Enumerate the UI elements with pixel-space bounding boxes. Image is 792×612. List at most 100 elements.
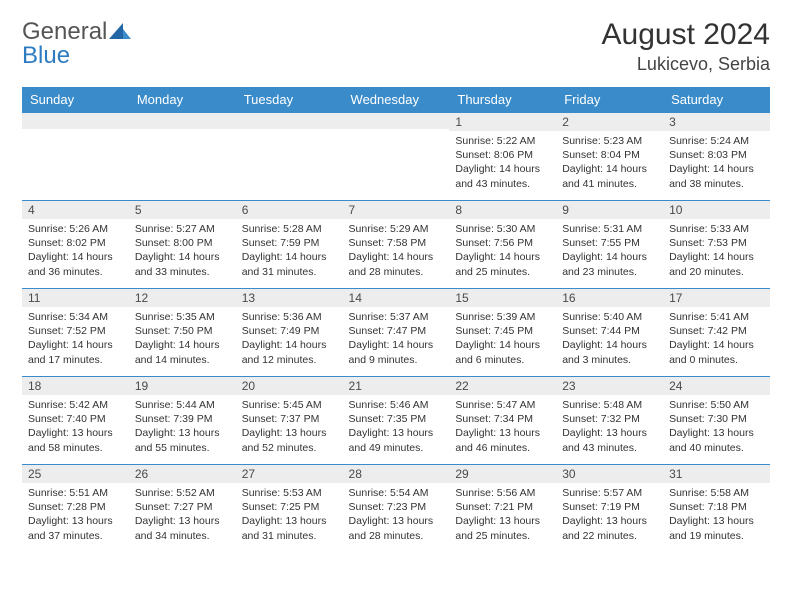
day-number: 20 — [236, 376, 343, 395]
day-data: Sunrise: 5:48 AMSunset: 7:32 PMDaylight:… — [556, 395, 663, 459]
daylight-text: Daylight: 14 hours and 23 minutes. — [562, 250, 657, 278]
daylight-text: Daylight: 14 hours and 0 minutes. — [669, 338, 764, 366]
weekday-header: Wednesday — [343, 87, 450, 112]
day-number: 11 — [22, 288, 129, 307]
sunrise-text: Sunrise: 5:40 AM — [562, 310, 657, 324]
daylight-text: Daylight: 13 hours and 25 minutes. — [455, 514, 550, 542]
calendar-cell: 3Sunrise: 5:24 AMSunset: 8:03 PMDaylight… — [663, 112, 770, 200]
day-number: 6 — [236, 200, 343, 219]
day-number: 29 — [449, 464, 556, 483]
daylight-text: Daylight: 13 hours and 19 minutes. — [669, 514, 764, 542]
daylight-text: Daylight: 13 hours and 52 minutes. — [242, 426, 337, 454]
day-data: Sunrise: 5:54 AMSunset: 7:23 PMDaylight:… — [343, 483, 450, 547]
day-data: Sunrise: 5:35 AMSunset: 7:50 PMDaylight:… — [129, 307, 236, 371]
day-data: Sunrise: 5:44 AMSunset: 7:39 PMDaylight:… — [129, 395, 236, 459]
daylight-text: Daylight: 14 hours and 20 minutes. — [669, 250, 764, 278]
day-number: 28 — [343, 464, 450, 483]
calendar-cell: 19Sunrise: 5:44 AMSunset: 7:39 PMDayligh… — [129, 376, 236, 464]
day-number — [236, 112, 343, 129]
calendar-cell: 4Sunrise: 5:26 AMSunset: 8:02 PMDaylight… — [22, 200, 129, 288]
sunset-text: Sunset: 8:02 PM — [28, 236, 123, 250]
day-number: 18 — [22, 376, 129, 395]
calendar-cell: 28Sunrise: 5:54 AMSunset: 7:23 PMDayligh… — [343, 464, 450, 552]
sunset-text: Sunset: 7:27 PM — [135, 500, 230, 514]
logo-text: General Blue — [22, 18, 131, 68]
day-number: 24 — [663, 376, 770, 395]
daylight-text: Daylight: 14 hours and 31 minutes. — [242, 250, 337, 278]
sunset-text: Sunset: 7:23 PM — [349, 500, 444, 514]
sunset-text: Sunset: 7:42 PM — [669, 324, 764, 338]
sunrise-text: Sunrise: 5:31 AM — [562, 222, 657, 236]
day-number: 31 — [663, 464, 770, 483]
day-number: 14 — [343, 288, 450, 307]
calendar-cell: 12Sunrise: 5:35 AMSunset: 7:50 PMDayligh… — [129, 288, 236, 376]
sunrise-text: Sunrise: 5:33 AM — [669, 222, 764, 236]
daylight-text: Daylight: 14 hours and 3 minutes. — [562, 338, 657, 366]
day-data: Sunrise: 5:57 AMSunset: 7:19 PMDaylight:… — [556, 483, 663, 547]
calendar-cell — [129, 112, 236, 200]
day-number: 5 — [129, 200, 236, 219]
day-data: Sunrise: 5:46 AMSunset: 7:35 PMDaylight:… — [343, 395, 450, 459]
sunset-text: Sunset: 7:28 PM — [28, 500, 123, 514]
day-data: Sunrise: 5:40 AMSunset: 7:44 PMDaylight:… — [556, 307, 663, 371]
sunrise-text: Sunrise: 5:48 AM — [562, 398, 657, 412]
calendar-cell: 21Sunrise: 5:46 AMSunset: 7:35 PMDayligh… — [343, 376, 450, 464]
day-number: 26 — [129, 464, 236, 483]
day-data: Sunrise: 5:23 AMSunset: 8:04 PMDaylight:… — [556, 131, 663, 195]
day-data: Sunrise: 5:27 AMSunset: 8:00 PMDaylight:… — [129, 219, 236, 283]
day-number — [343, 112, 450, 129]
sunset-text: Sunset: 7:40 PM — [28, 412, 123, 426]
daylight-text: Daylight: 13 hours and 46 minutes. — [455, 426, 550, 454]
calendar-table: Sunday Monday Tuesday Wednesday Thursday… — [22, 87, 770, 552]
daylight-text: Daylight: 14 hours and 43 minutes. — [455, 162, 550, 190]
sunset-text: Sunset: 8:06 PM — [455, 148, 550, 162]
sunset-text: Sunset: 7:18 PM — [669, 500, 764, 514]
sunrise-text: Sunrise: 5:58 AM — [669, 486, 764, 500]
sunset-text: Sunset: 7:56 PM — [455, 236, 550, 250]
calendar-cell: 8Sunrise: 5:30 AMSunset: 7:56 PMDaylight… — [449, 200, 556, 288]
daylight-text: Daylight: 13 hours and 49 minutes. — [349, 426, 444, 454]
sunrise-text: Sunrise: 5:34 AM — [28, 310, 123, 324]
calendar-cell: 18Sunrise: 5:42 AMSunset: 7:40 PMDayligh… — [22, 376, 129, 464]
sunrise-text: Sunrise: 5:26 AM — [28, 222, 123, 236]
sunset-text: Sunset: 7:58 PM — [349, 236, 444, 250]
day-data: Sunrise: 5:53 AMSunset: 7:25 PMDaylight:… — [236, 483, 343, 547]
day-data: Sunrise: 5:37 AMSunset: 7:47 PMDaylight:… — [343, 307, 450, 371]
day-data: Sunrise: 5:56 AMSunset: 7:21 PMDaylight:… — [449, 483, 556, 547]
day-data: Sunrise: 5:26 AMSunset: 8:02 PMDaylight:… — [22, 219, 129, 283]
sunrise-text: Sunrise: 5:29 AM — [349, 222, 444, 236]
calendar-row: 1Sunrise: 5:22 AMSunset: 8:06 PMDaylight… — [22, 112, 770, 200]
title-block: August 2024 Lukicevo, Serbia — [602, 18, 770, 75]
calendar-cell: 25Sunrise: 5:51 AMSunset: 7:28 PMDayligh… — [22, 464, 129, 552]
day-number: 10 — [663, 200, 770, 219]
calendar-cell: 14Sunrise: 5:37 AMSunset: 7:47 PMDayligh… — [343, 288, 450, 376]
sunset-text: Sunset: 7:19 PM — [562, 500, 657, 514]
sunset-text: Sunset: 7:35 PM — [349, 412, 444, 426]
day-number: 3 — [663, 112, 770, 131]
day-data: Sunrise: 5:33 AMSunset: 7:53 PMDaylight:… — [663, 219, 770, 283]
sunrise-text: Sunrise: 5:22 AM — [455, 134, 550, 148]
logo-line1: General — [22, 18, 107, 45]
sail-icon — [109, 20, 131, 44]
calendar-cell: 29Sunrise: 5:56 AMSunset: 7:21 PMDayligh… — [449, 464, 556, 552]
sunrise-text: Sunrise: 5:36 AM — [242, 310, 337, 324]
sunset-text: Sunset: 7:47 PM — [349, 324, 444, 338]
daylight-text: Daylight: 14 hours and 38 minutes. — [669, 162, 764, 190]
day-number: 22 — [449, 376, 556, 395]
calendar-cell: 6Sunrise: 5:28 AMSunset: 7:59 PMDaylight… — [236, 200, 343, 288]
logo: General Blue — [22, 18, 131, 68]
day-number: 17 — [663, 288, 770, 307]
sunset-text: Sunset: 7:53 PM — [669, 236, 764, 250]
sunrise-text: Sunrise: 5:23 AM — [562, 134, 657, 148]
day-number: 19 — [129, 376, 236, 395]
weekday-header: Monday — [129, 87, 236, 112]
daylight-text: Daylight: 14 hours and 14 minutes. — [135, 338, 230, 366]
daylight-text: Daylight: 14 hours and 36 minutes. — [28, 250, 123, 278]
day-number: 1 — [449, 112, 556, 131]
day-number: 13 — [236, 288, 343, 307]
day-number: 30 — [556, 464, 663, 483]
day-number — [129, 112, 236, 129]
sunrise-text: Sunrise: 5:28 AM — [242, 222, 337, 236]
calendar-cell: 15Sunrise: 5:39 AMSunset: 7:45 PMDayligh… — [449, 288, 556, 376]
sunset-text: Sunset: 7:44 PM — [562, 324, 657, 338]
